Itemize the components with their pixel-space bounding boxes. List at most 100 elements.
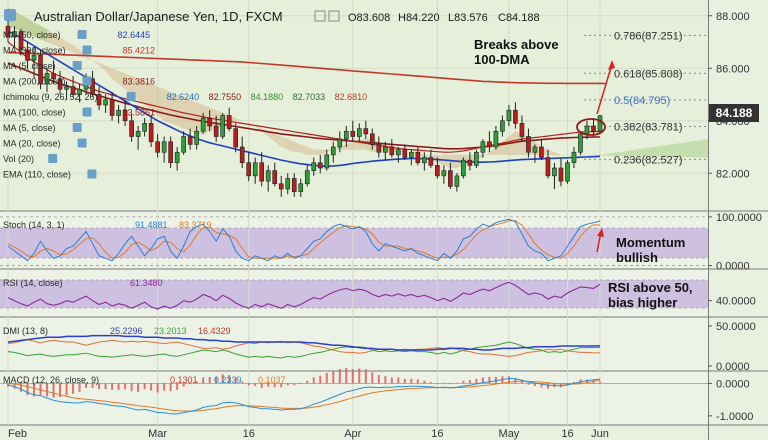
macd-hist-bar (234, 377, 237, 384)
macd-hist-bar (462, 380, 465, 384)
annotation-momentum: Momentum bullish (616, 235, 685, 265)
stoch-lines (0, 216, 708, 266)
macd-line (7, 377, 601, 415)
candle-body (194, 130, 199, 145)
pane-value: 0.1301 (170, 375, 198, 385)
pane-title: Stoch (14, 3, 1) (3, 220, 65, 230)
candle-body (57, 78, 63, 90)
macd-hist-bar (46, 383, 49, 397)
candle-body (207, 117, 212, 127)
x-tick-label: 16 (561, 428, 573, 440)
candle-body (493, 130, 499, 148)
macd-hist-bar (78, 383, 81, 392)
fib-label: 0.5(84.795) (614, 95, 670, 107)
candle-body (285, 178, 291, 190)
pane-value: 91.4881 (135, 220, 168, 230)
indicator-value: 83.3816 (123, 77, 156, 87)
macd-hist-bar (533, 383, 536, 386)
macd-hist-bar (319, 375, 322, 384)
candle-body (213, 125, 219, 137)
macd-hist-bar (410, 378, 413, 384)
candle-body (513, 109, 518, 124)
macd-hist-bar (559, 383, 562, 388)
y-tick-label: 50.0000 (716, 321, 756, 333)
y-axis[interactable]: 88.00086.00084.00082.000100.00000.000040… (708, 11, 762, 423)
macd-hist-bar (20, 383, 23, 392)
candle-body (506, 109, 512, 122)
candle-body (519, 123, 525, 137)
macd-hist-bar (124, 383, 127, 390)
chart-title: Australian Dollar/Japanese Yen, 1D, FXCM (34, 9, 283, 24)
macd-hist-bar (306, 380, 309, 384)
macd-hist-bar (442, 382, 445, 384)
eye-icon (82, 45, 92, 55)
macd-hist-bar (254, 383, 257, 386)
header-buttons[interactable] (4, 9, 340, 22)
x-axis[interactable]: Feb Mar 16 Apr 16 May 16 Jun (8, 428, 609, 440)
macd-hist-bar (273, 383, 276, 388)
candle-body (278, 183, 284, 190)
macd-hist-bar (436, 383, 439, 385)
candle-body (103, 99, 108, 106)
macd-hist-bar (241, 381, 244, 384)
indicator-name: MA (100, close) (3, 108, 66, 118)
ma-300-line (7, 51, 607, 85)
macd-hist-bar (150, 383, 153, 391)
eye-icon (126, 92, 136, 101)
macd-hist-bar (260, 383, 263, 388)
candle-body (350, 130, 356, 137)
macd-hist-bar (371, 372, 374, 384)
candle-body (272, 170, 278, 185)
candle-body (591, 125, 596, 132)
annotation-breaks: Breaks above 100-DMA (474, 37, 559, 67)
fib-levels: 0.786(87.251) 0.618(85.808) 0.5(84.795) 0.3… (584, 30, 708, 166)
macd-hist-bar (98, 383, 101, 390)
macd-hist-bar (52, 383, 55, 398)
macd-hist-bar (280, 383, 283, 388)
stoch-d-line (7, 220, 601, 259)
pane-labels: Stoch (14, 3, 1) 91.4881 83.3719 RSI (14, c… (3, 220, 286, 385)
macd-hist-bar (585, 379, 588, 384)
candle-body (252, 162, 258, 177)
candle-body (461, 159, 466, 177)
pane-value: 0.2339 (214, 375, 242, 385)
dmi-pane[interactable] (0, 318, 708, 370)
candle-body (31, 54, 37, 61)
indicator-name: MA (20, close) (3, 139, 61, 149)
candle-body (500, 120, 505, 132)
macd-hist-bar (286, 383, 289, 386)
close-button[interactable] (328, 10, 340, 22)
eye-icon (82, 76, 92, 86)
macd-pane[interactable] (0, 372, 708, 424)
candle-body (168, 141, 173, 164)
macd-hist-bar (403, 378, 406, 384)
dmi-lines (7, 334, 601, 359)
candle-body (116, 109, 121, 116)
macd-hist-bar (572, 382, 575, 384)
pane-value: 16.4329 (198, 326, 231, 336)
macd-hist-bar (85, 383, 88, 388)
candle-body (330, 146, 336, 156)
macd-hist-bar (156, 383, 159, 393)
settings-button[interactable] (314, 10, 326, 22)
macd-hist-bar (221, 374, 224, 384)
candle-body (552, 167, 557, 177)
trend-arrow (596, 63, 613, 115)
macd-hist-bar (423, 380, 426, 384)
indicator-name: Vol (20) (3, 154, 34, 164)
fib-label: 0.236(82.527) (614, 154, 683, 166)
candle-body (343, 130, 349, 140)
pane-value: 23.2013 (154, 326, 187, 336)
momentum-arrowhead-icon (597, 228, 604, 237)
macd-hist-bar (520, 381, 523, 384)
macd-hist-bar (39, 383, 42, 396)
candle-body (51, 73, 56, 80)
macd-hist-bar (377, 374, 380, 384)
candle-body (38, 54, 43, 85)
collapse-button[interactable] (4, 9, 16, 21)
indicator-value: 83.5861 (123, 108, 156, 118)
macd-hist-bar (345, 367, 348, 384)
fib-label: 0.382(83.781) (614, 121, 683, 133)
